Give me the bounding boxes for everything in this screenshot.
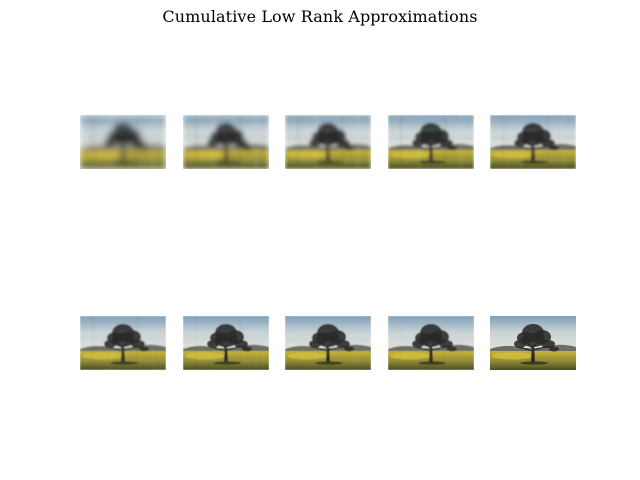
figure-title: Cumulative Low Rank Approximations xyxy=(162,7,478,26)
approximation-image-6 xyxy=(80,316,166,370)
approximation-image-10 xyxy=(490,316,576,370)
approximation-image-4 xyxy=(388,115,474,169)
approximation-image-1 xyxy=(80,115,166,169)
approximation-image-5 xyxy=(490,115,576,169)
approximation-image-2 xyxy=(183,115,269,169)
approximation-image-8 xyxy=(285,316,371,370)
approximation-image-9 xyxy=(388,316,474,370)
approximation-image-7 xyxy=(183,316,269,370)
approximation-image-3 xyxy=(285,115,371,169)
